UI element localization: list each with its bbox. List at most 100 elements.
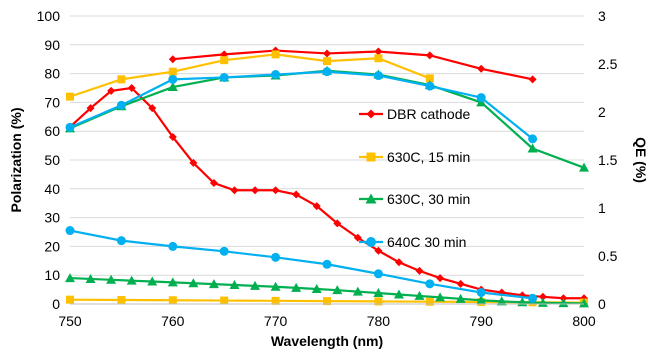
data-point: [230, 186, 239, 195]
data-point: [65, 273, 75, 283]
data-point: [106, 274, 117, 284]
legend-marker: [366, 152, 376, 162]
data-point: [65, 226, 75, 236]
data-point: [528, 293, 538, 303]
data-point: [323, 297, 331, 306]
data-point: [322, 67, 332, 77]
data-point: [323, 57, 331, 66]
data-point: [188, 278, 199, 288]
legend: DBR cathode 630C, 15 min 630C, 30 min 640C …: [359, 106, 470, 250]
data-point: [537, 297, 548, 307]
data-point: [168, 132, 177, 141]
legend-label: 630C, 30 min: [387, 191, 470, 207]
data-point: [528, 134, 538, 144]
data-point: [374, 47, 383, 56]
x-tick-label: 800: [572, 313, 596, 329]
legend-label: DBR cathode: [387, 106, 470, 122]
data-point: [373, 71, 383, 81]
y-tick-label: 40: [44, 181, 60, 197]
data-point: [220, 296, 229, 305]
data-point: [148, 104, 157, 113]
data-point: [168, 55, 177, 64]
data-point: [168, 67, 177, 76]
data-point: [579, 298, 589, 308]
y2-tick-label: 3: [598, 8, 606, 24]
series-line: [172, 49, 533, 81]
data-point: [167, 277, 178, 287]
y2-tick-label: 0.5: [598, 248, 618, 264]
data-point: [208, 279, 219, 289]
data-point: [425, 74, 434, 83]
data-point: [528, 75, 537, 84]
data-point: [311, 284, 322, 294]
series-circle-right: [65, 67, 538, 144]
series-diamond-left: [66, 84, 588, 303]
data-point: [209, 179, 218, 188]
x-axis-title: Wavelength (nm): [271, 333, 383, 349]
legend-marker: [366, 237, 376, 247]
data-point: [168, 296, 177, 305]
y2-tick-label: 1.5: [598, 152, 618, 168]
series-line: [69, 53, 431, 98]
data-point: [168, 74, 178, 84]
data-point: [271, 296, 280, 305]
legend-label: 640C 30 min: [387, 234, 466, 250]
data-point: [322, 259, 332, 269]
data-point: [425, 297, 434, 306]
data-point: [219, 246, 229, 256]
data-point: [579, 162, 589, 172]
series-square-right: [66, 50, 434, 101]
x-tick-label: 770: [264, 313, 288, 329]
data-point: [527, 143, 538, 153]
data-point: [332, 285, 343, 295]
data-point: [66, 295, 74, 304]
legend-label: 630C, 15 min: [387, 149, 470, 165]
data-point: [373, 269, 383, 279]
x-tick-label: 760: [161, 313, 185, 329]
data-point: [558, 298, 569, 308]
y-tick-label: 70: [44, 94, 60, 110]
y-tick-label: 0: [52, 296, 60, 312]
data-point: [251, 186, 260, 195]
data-point: [425, 51, 434, 60]
data-point: [374, 246, 383, 255]
data-point: [271, 70, 281, 80]
axes: 0 10 20 30 40 50 60 70 80 90 100 0 0.5 1 1.5 2 2.5 3 750 76…: [37, 8, 618, 329]
data-point: [393, 289, 404, 299]
x-tick-label: 790: [470, 313, 494, 329]
series-circle-left: [65, 226, 538, 303]
y-tick-label: 30: [44, 210, 60, 226]
data-point: [271, 186, 280, 195]
data-point: [353, 233, 362, 242]
data-point: [220, 56, 229, 65]
series-line: [69, 70, 534, 140]
data-point: [66, 92, 74, 101]
data-point: [374, 297, 383, 306]
data-point: [271, 252, 281, 262]
data-point: [394, 258, 403, 267]
y-tick-label: 80: [44, 66, 60, 82]
data-point: [168, 241, 178, 251]
y-axis-title: Polarization (%): [8, 107, 24, 212]
data-point: [270, 281, 281, 291]
data-point: [116, 236, 126, 246]
data-point: [189, 158, 198, 167]
data-point: [117, 75, 126, 84]
y-tick-label: 50: [44, 152, 60, 168]
data-point: [374, 54, 383, 63]
data-point: [352, 286, 363, 296]
gridlines: [70, 15, 584, 276]
data-point: [147, 276, 158, 286]
y-tick-label: 20: [44, 238, 60, 254]
data-point: [312, 202, 321, 211]
data-point: [476, 295, 487, 305]
data-point: [496, 296, 507, 306]
legend-item: DBR cathode: [359, 106, 470, 122]
data-point: [476, 93, 486, 103]
data-point: [538, 292, 547, 301]
data-point: [85, 273, 96, 283]
y2-tick-label: 2: [598, 104, 606, 120]
y-tick-label: 60: [44, 123, 60, 139]
data-point: [477, 64, 486, 73]
